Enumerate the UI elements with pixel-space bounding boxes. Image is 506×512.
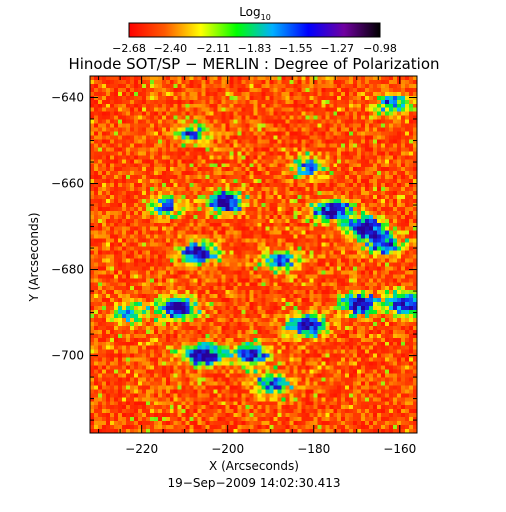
colorbar-tick-label: −2.40 [153,42,187,55]
plot-frame [89,75,418,434]
x-tick-label: −180 [297,442,330,456]
heatmap-image [90,76,417,433]
colorbar-label: Log10 [239,5,271,22]
x-tick-label: −200 [211,442,244,456]
x-tick-label: −220 [125,442,158,456]
y-tick-label: −640 [51,91,84,105]
x-axis-label: X (Arcseconds) [209,459,299,473]
y-axis-label: Y (Arcseconds) [27,212,41,302]
colorbar-tick-label: −1.83 [238,42,272,55]
colorbar-tick-label: −0.98 [363,42,397,55]
y-tick-label: −660 [51,177,84,191]
colorbar-tick-label: −1.55 [279,42,313,55]
chart-title: Hinode SOT/SP − MERLIN : Degree of Polar… [68,55,439,73]
colorbar-tick-labels: −2.68 −2.40 −2.11 −1.83 −1.55 −1.27 −0.98 [112,42,397,55]
colorbar-tick-label: −1.27 [320,42,354,55]
colorbar-tick-label: −2.68 [112,42,146,55]
heatmap-raster [90,76,417,433]
x-tick-label: −160 [383,442,416,456]
colorbar [128,22,381,38]
colorbar-tick-label: −2.11 [196,42,230,55]
axes: −220 −200 −180 −160 −640 −660 −680 −700 [51,75,417,456]
y-tick-label: −680 [51,263,84,277]
timestamp-footer: 19−Sep−2009 14:02:30.413 [168,476,341,490]
y-tick-label: −700 [51,349,84,363]
